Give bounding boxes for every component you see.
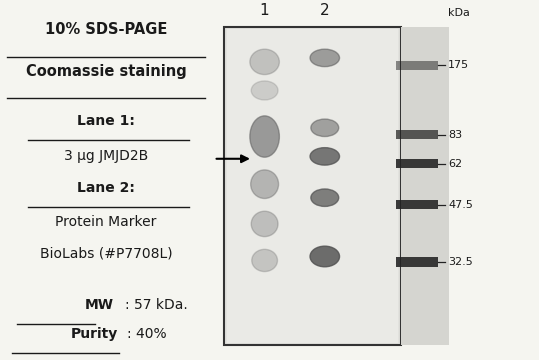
Ellipse shape [250, 49, 279, 75]
Text: Coomassie staining: Coomassie staining [25, 64, 186, 78]
Ellipse shape [311, 189, 338, 206]
Ellipse shape [250, 116, 279, 157]
Text: MW: MW [85, 297, 114, 311]
Text: kDa: kDa [448, 8, 470, 18]
Text: Purity: Purity [71, 327, 119, 341]
Ellipse shape [251, 81, 278, 100]
Text: : 57 kDa.: : 57 kDa. [125, 297, 188, 311]
Text: Lane 1:: Lane 1: [77, 114, 135, 128]
Text: 32.5: 32.5 [448, 257, 473, 267]
Text: BioLabs (#P7708L): BioLabs (#P7708L) [40, 247, 172, 261]
Text: 2: 2 [320, 3, 329, 18]
Ellipse shape [251, 170, 279, 198]
FancyBboxPatch shape [226, 29, 398, 343]
Text: Lane 2:: Lane 2: [77, 181, 135, 194]
Ellipse shape [310, 246, 340, 267]
Text: Protein Marker: Protein Marker [56, 215, 157, 229]
Text: 83: 83 [448, 130, 462, 140]
FancyBboxPatch shape [396, 159, 438, 168]
Ellipse shape [311, 119, 338, 136]
FancyBboxPatch shape [396, 257, 438, 266]
Ellipse shape [310, 49, 340, 67]
Text: 1: 1 [260, 3, 270, 18]
FancyBboxPatch shape [401, 27, 449, 345]
Ellipse shape [251, 211, 278, 237]
FancyBboxPatch shape [396, 200, 438, 210]
Text: 175: 175 [448, 60, 469, 70]
Ellipse shape [310, 148, 340, 165]
Ellipse shape [252, 249, 278, 271]
FancyBboxPatch shape [396, 60, 438, 69]
Text: 47.5: 47.5 [448, 200, 473, 210]
Text: 3 μg JMJD2B: 3 μg JMJD2B [64, 149, 148, 163]
FancyBboxPatch shape [396, 130, 438, 139]
Text: 10% SDS-PAGE: 10% SDS-PAGE [45, 22, 167, 37]
FancyBboxPatch shape [224, 27, 401, 345]
Text: : 40%: : 40% [127, 327, 167, 341]
Text: 62: 62 [448, 158, 462, 168]
